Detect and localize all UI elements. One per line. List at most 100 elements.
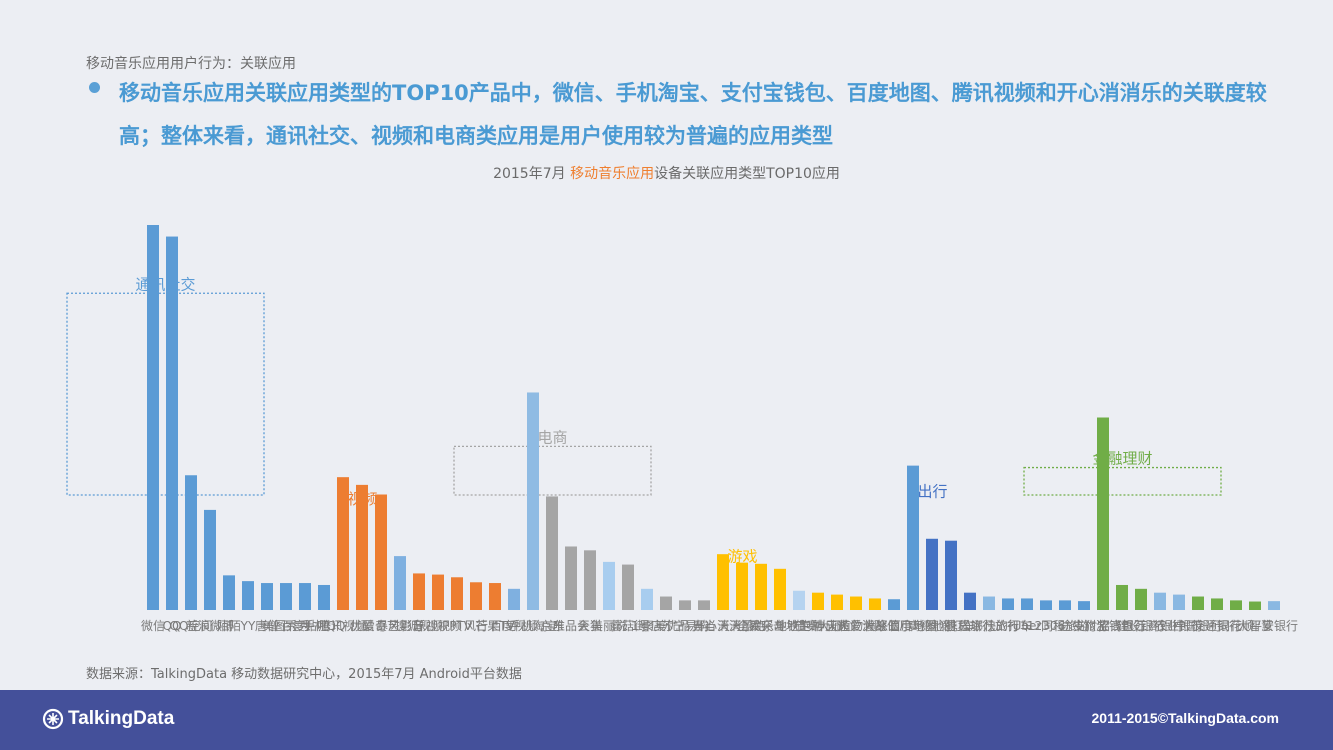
bar-节奏大师 (812, 592, 824, 610)
tick-label-苏宁易购: 苏宁易购 (661, 618, 709, 633)
bar-同程旅游 (1059, 600, 1071, 610)
bar-微信 (147, 225, 159, 610)
bar-YY (242, 581, 254, 610)
tick-label-唯品会: 唯品会 (553, 619, 589, 633)
tick-label-中国银行: 中国银行 (1174, 618, 1222, 633)
bar-愤怒的小鸟 (888, 599, 900, 610)
tick-label-平安银行: 平安银行 (1250, 618, 1298, 633)
tick-label-PPTV: PPTV (442, 619, 473, 633)
tick-label-植物大战僵尸: 植物大战僵尸 (839, 618, 911, 633)
bar-美图秀秀 (280, 583, 292, 610)
logo-icon (42, 708, 64, 730)
data-source: 数据来源：TalkingData 移动数据研究中心，2015年7月 Androi… (86, 667, 522, 682)
tick-label-节奏大师: 节奏大师 (794, 619, 842, 633)
bar-百度贴吧 (299, 583, 311, 610)
bar-大智慧 (1249, 601, 1261, 610)
bar-平安银行 (1268, 601, 1280, 610)
bar-植物大战僵尸 (869, 598, 881, 610)
bar-美丽说 (603, 561, 615, 610)
bar-中国银行 (1192, 596, 1204, 610)
tick-label-农业银行: 农业银行 (1155, 619, 1203, 633)
tick-label-地铁跑酷: 地铁跑酷 (775, 619, 823, 633)
tick-label-风行: 风行 (464, 619, 488, 633)
tick-label-天猫: 天猫 (578, 619, 602, 633)
tick-label-QQ: QQ (163, 619, 182, 633)
tick-label-手机QQ: 手机QQ (303, 619, 346, 633)
bar-暴风影音 (394, 556, 406, 610)
tick-label-开心消消乐: 开心消消乐 (693, 619, 753, 633)
bar-QQ (166, 236, 178, 611)
tick-label-神庙逃亡: 神庙逃亡 (813, 619, 861, 633)
bar-手机淘宝 (527, 392, 539, 610)
tick-label-快的打车: 快的打车 (984, 618, 1032, 633)
bar-高德地图 (926, 538, 938, 610)
bar-快的打车 (1002, 598, 1014, 610)
tick-label-全民突击: 全民突击 (737, 618, 785, 633)
tick-label-同程旅游: 同程旅游 (1041, 618, 1089, 633)
tick-label-YY: YY (240, 619, 256, 633)
bar-12306 (1040, 600, 1052, 610)
bar-手机QQ (318, 584, 330, 610)
bar-chart: 通讯社交微信QQQQ空间新浪微博陌陌YY唐僧美图秀秀百度贴吧手机QQ视频腾讯视频… (66, 225, 1298, 633)
chart-title: 2015年7月 移动音乐应用设备关联应用类型TOP10应用 (0, 163, 1333, 183)
page-subtitle: 移动音乐应用用户行为：关联应用 (86, 56, 296, 72)
tick-label-微信: 微信 (141, 619, 165, 633)
bar-芒果TV (489, 583, 501, 610)
tick-label-新浪微博: 新浪微博 (186, 618, 234, 633)
group-box-0 (66, 292, 265, 496)
tick-label-聚美优品: 聚美优品 (642, 619, 690, 633)
tick-label-大智慧: 大智慧 (1237, 618, 1273, 633)
tick-label-高德地图: 高德地图 (908, 618, 956, 633)
tick-label-百度贴吧: 百度贴吧 (281, 618, 329, 633)
group-box-2 (453, 445, 652, 496)
tick-label-去哪儿旅行: 去哪儿旅行 (959, 619, 1019, 633)
tick-label-芒果TV: 芒果TV (475, 618, 515, 633)
tick-label-优酷: 优酷 (350, 619, 374, 633)
bar-1号店 (641, 588, 653, 610)
group-box-5 (1023, 466, 1222, 496)
tick-label-招商银行: 招商银行 (1098, 618, 1146, 633)
bar-天天爱消除 (850, 596, 862, 610)
bar-爱奇艺 (375, 494, 387, 610)
tick-label-滴滴打车: 滴滴打车 (927, 618, 975, 633)
tick-label-陌陌: 陌陌 (217, 619, 241, 633)
bar-京东 (546, 496, 558, 610)
bar-新浪微博 (204, 509, 216, 610)
bar-地铁跑酷 (793, 590, 805, 610)
bullet-dot (89, 82, 100, 93)
bar-开心消消乐 (717, 554, 729, 610)
logo-text: TalkingData (68, 708, 175, 729)
bar-全民突击 (755, 563, 767, 610)
tick-label-乐视视频: 乐视视频 (414, 618, 462, 633)
tick-label-携程旅行: 携程旅行 (946, 618, 994, 633)
tick-label-天天酷跑: 天天酷跑 (718, 619, 766, 633)
tick-label-腾讯视频: 腾讯视频 (319, 618, 367, 633)
tick-label-交通银行: 交通银行 (1193, 618, 1241, 633)
bar-携程旅行 (964, 592, 976, 610)
bar-唐僧 (261, 583, 273, 610)
bar-去哪儿旅行 (983, 596, 995, 610)
tick-label-美图秀秀: 美图秀秀 (262, 619, 310, 633)
tick-label-唐僧: 唐僧 (255, 618, 279, 633)
tick-label-Uber: Uber (1013, 619, 1042, 633)
tick-label-百度地图: 百度地图 (889, 618, 937, 633)
tick-label-愤怒的小鸟: 愤怒的小鸟 (864, 618, 924, 633)
bar-天猫 (584, 550, 596, 610)
bar-搜狐视频 (413, 573, 425, 610)
bar-农业银行 (1173, 594, 1185, 610)
group-label-3: 游戏 (727, 548, 757, 566)
footer-bar: TalkingData 2011-2015©TalkingData.com (0, 690, 1333, 750)
bar-欢乐斗地主 (774, 568, 786, 610)
chart-title-prefix: 2015年7月 (493, 166, 571, 182)
tick-label-建设银行: 建设银行 (1117, 619, 1165, 633)
tick-label-京东: 京东 (540, 619, 564, 633)
chart-title-highlight: 移动音乐应用 (570, 166, 655, 182)
bar-百度视频 (508, 588, 520, 610)
tick-label-爱奇艺: 爱奇艺 (363, 619, 399, 633)
tick-label-当当: 当当 (692, 619, 716, 633)
bar-Uber (1021, 598, 1033, 610)
bar-QQ空间 (185, 475, 197, 610)
bar-滴滴打车 (945, 540, 957, 610)
tick-label-手机淘宝: 手机淘宝 (509, 619, 557, 633)
tick-label-支付宝钱包: 支付宝钱包 (1073, 618, 1133, 633)
